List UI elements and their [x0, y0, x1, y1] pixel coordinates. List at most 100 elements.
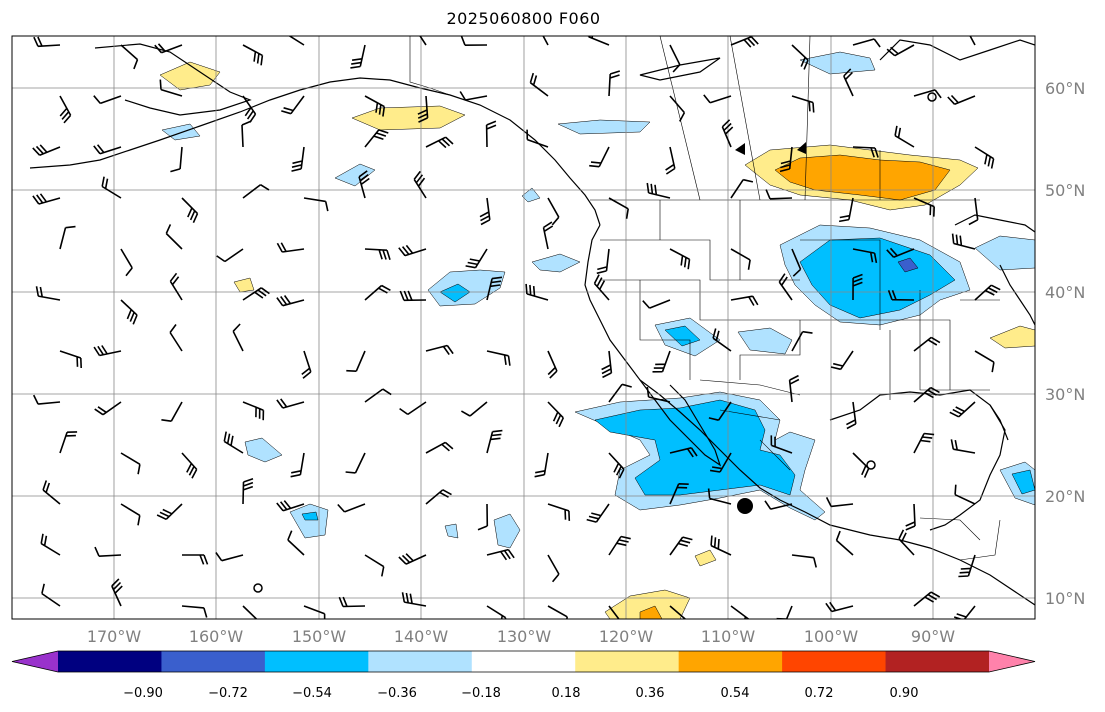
colorbar-extend-high	[989, 651, 1035, 672]
wind-barb	[953, 605, 976, 619]
colorbar-tick: −0.36	[377, 686, 417, 701]
wind-barb	[913, 386, 940, 403]
wind-barb	[601, 350, 613, 379]
wind-barb	[969, 36, 976, 46]
wind-barb	[242, 184, 270, 199]
wind-barb	[33, 36, 61, 48]
wind-barb	[947, 94, 976, 106]
positive-region	[989, 325, 1035, 349]
wind-barb	[547, 605, 568, 619]
wind-barb	[32, 144, 61, 156]
wind-barb	[703, 94, 732, 104]
wind-barb	[968, 197, 979, 226]
canada-provinces	[659, 36, 881, 201]
negative-region	[334, 163, 376, 187]
wind-barb	[954, 484, 976, 505]
colorbar	[11, 650, 1036, 673]
wind-barb	[242, 401, 265, 421]
wind-barb	[825, 601, 854, 613]
wind-barb	[791, 248, 802, 277]
wind-barb	[835, 530, 854, 556]
lon-label: 130°W	[497, 627, 552, 646]
wind-barb	[905, 503, 916, 531]
wind-barb	[526, 129, 549, 148]
wind-barb	[364, 388, 392, 403]
baja-peninsula	[639, 379, 722, 467]
wind-barb	[120, 503, 141, 526]
longitude-labels: 170°W 160°W 150°W 140°W 130°W 120°W 110°…	[87, 627, 955, 646]
wind-barb	[542, 36, 549, 46]
wind-barb	[94, 401, 122, 416]
colorbar-tick: 0.54	[721, 686, 750, 701]
negative-region-mid	[301, 511, 319, 521]
wind-barb	[974, 284, 1001, 301]
wind-barb	[547, 401, 565, 428]
wind-barb	[730, 36, 759, 48]
wind-barb	[364, 95, 386, 117]
wind-barb	[242, 287, 270, 301]
wind-barb	[669, 536, 693, 556]
wind-barb	[846, 401, 857, 430]
wind-barb	[399, 401, 427, 416]
wind-barb	[825, 497, 854, 508]
wind-barb	[425, 441, 454, 454]
wind-barb	[596, 248, 610, 275]
wind-barb	[399, 290, 427, 302]
map-area	[12, 36, 1035, 619]
wind-barb	[291, 146, 305, 172]
wind-barb	[898, 529, 915, 556]
wind-barb	[586, 503, 610, 523]
lon-label: 90°W	[911, 627, 955, 646]
positive-region	[351, 105, 466, 131]
wind-barb	[477, 503, 489, 531]
colorbar-segment	[58, 651, 162, 672]
alaska-coast	[29, 77, 601, 226]
wind-barb	[485, 120, 497, 148]
wind-barb	[608, 383, 632, 403]
wind-barb	[587, 36, 610, 46]
wind-barb	[181, 452, 198, 479]
wind-barb	[232, 323, 244, 352]
wind-barb	[461, 401, 488, 417]
wind-barb	[59, 225, 76, 250]
wind-barb	[32, 193, 61, 205]
wind-barb	[974, 146, 995, 169]
wind-barb	[669, 248, 691, 270]
wind-barb	[276, 398, 305, 409]
wind-barb	[852, 248, 878, 264]
wind-barb	[181, 605, 208, 618]
wind-barb	[111, 578, 123, 607]
wind-barb	[413, 170, 427, 199]
negative-region-mid	[594, 399, 796, 496]
colorbar-segment	[575, 651, 680, 672]
wind-barb	[764, 500, 793, 510]
colorbar-tick: 0.72	[805, 686, 834, 701]
wind-barb	[542, 221, 554, 250]
political-borders	[409, 36, 1001, 561]
wind-pennant	[797, 142, 806, 154]
wind-barb	[765, 189, 793, 200]
negative-region	[521, 187, 541, 203]
wind-barb	[646, 386, 671, 403]
wind-barb	[120, 452, 141, 475]
wind-barb	[93, 95, 122, 105]
wind-barb	[216, 248, 244, 263]
colorbar-segment	[368, 651, 473, 672]
wind-barb	[776, 605, 793, 619]
negative-region	[974, 235, 1035, 271]
negative-region-strong	[897, 257, 919, 273]
wind-barb	[730, 248, 751, 270]
wind-barb	[791, 44, 809, 70]
wind-barb	[401, 592, 427, 607]
wind-barb	[950, 439, 976, 454]
wind-barb	[159, 79, 183, 97]
wind-barb	[425, 489, 452, 505]
wind-barb	[419, 36, 427, 46]
wind-barb	[589, 146, 610, 168]
wind-barb	[154, 43, 183, 54]
lat-label: 60°N	[1045, 79, 1085, 98]
wind-barb	[730, 178, 754, 199]
wind-barb	[707, 488, 732, 505]
us-states	[600, 200, 1000, 400]
